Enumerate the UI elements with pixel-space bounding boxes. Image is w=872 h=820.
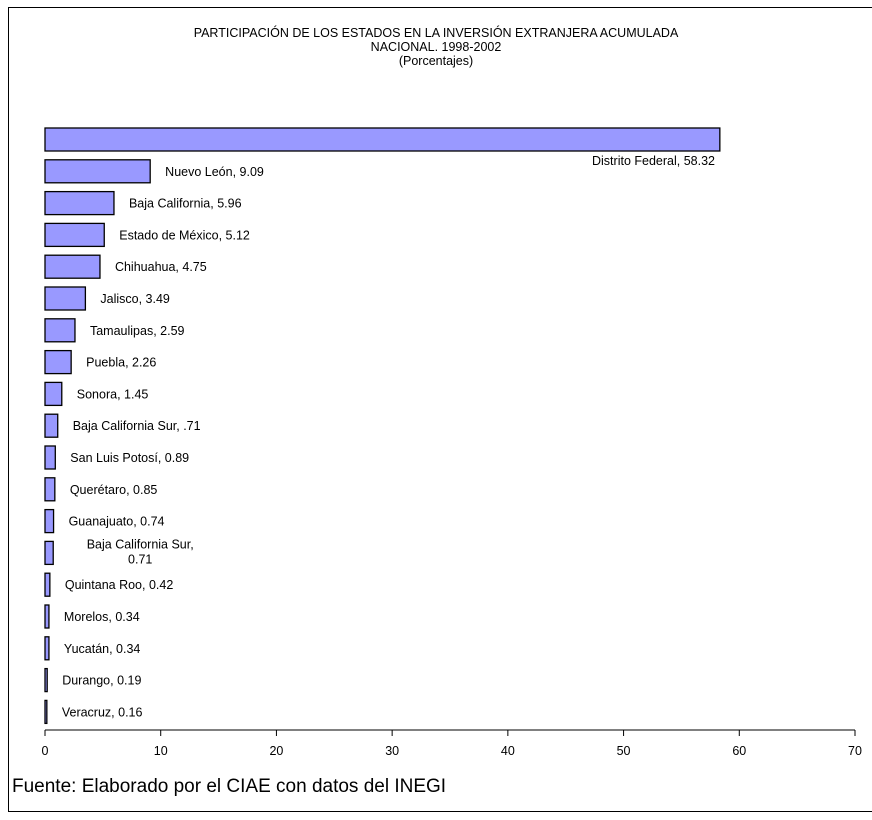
bar bbox=[44, 222, 105, 248]
bar-data-label: Puebla, 2.26 bbox=[86, 356, 156, 370]
chart-title: PARTICIPACIÓN DE LOS ESTADOS EN LA INVER… bbox=[0, 26, 872, 68]
bar bbox=[44, 349, 72, 375]
bar-group: Sonora, 1.45 bbox=[44, 381, 149, 407]
chart-title-line-1: PARTICIPACIÓN DE LOS ESTADOS EN LA INVER… bbox=[193, 26, 679, 40]
bar-group: Distrito Federal, 58.32 bbox=[44, 127, 721, 168]
bar bbox=[44, 190, 115, 216]
bar-group: Guanajuato, 0.74 bbox=[44, 508, 165, 534]
bar-data-label: Tamaulipas, 2.59 bbox=[90, 324, 185, 338]
bar-chart: Distrito Federal, 58.32 Nuevo León, 9.09 B… bbox=[42, 127, 862, 758]
x-axis-tick-label: 70 bbox=[848, 744, 862, 758]
bar bbox=[44, 477, 56, 502]
bar-data-label: Sonora, 1.45 bbox=[77, 387, 149, 401]
bar-group: Estado de México, 5.12 bbox=[44, 222, 250, 248]
bar-data-label: Jalisco, 3.49 bbox=[100, 292, 170, 306]
chart-title-line-3: (Porcentajes) bbox=[398, 54, 474, 68]
bar-data-label: Chihuahua, 4.75 bbox=[115, 260, 207, 274]
bar-group: Baja California Sur, .71 bbox=[44, 413, 201, 438]
chart-title-line-2: NACIONAL. 1998-2002 bbox=[370, 40, 502, 54]
bar-group: Yucatán, 0.34 bbox=[44, 636, 141, 661]
bar-data-label: Estado de México, 5.12 bbox=[119, 228, 250, 242]
source-note: Fuente: Elaborado por el CIAE con datos … bbox=[12, 776, 447, 797]
chart-frame bbox=[8, 7, 872, 812]
bar-group: Veracruz, 0.16 bbox=[44, 699, 143, 725]
bar bbox=[44, 445, 56, 470]
bar-group: Morelos, 0.34 bbox=[44, 604, 140, 629]
x-axis-tick-label: 50 bbox=[617, 744, 631, 758]
bar bbox=[44, 254, 101, 279]
bar bbox=[44, 508, 55, 534]
bar bbox=[44, 636, 50, 661]
x-axis-tick-label: 10 bbox=[154, 744, 168, 758]
bar-group: Nuevo León, 9.09 bbox=[44, 159, 264, 184]
x-axis-tick-label: 30 bbox=[385, 744, 399, 758]
bar-group: Querétaro, 0.85 bbox=[44, 477, 158, 502]
bar-data-label: Baja California Sur, .71 bbox=[73, 419, 201, 433]
bar-data-label: Distrito Federal, 58.32 bbox=[592, 154, 715, 168]
bar-data-label-line: 0.71 bbox=[128, 552, 152, 566]
bar-data-label: Yucatán, 0.34 bbox=[64, 642, 141, 656]
x-axis-tick-label: 60 bbox=[732, 744, 746, 758]
x-axis-tick-label: 40 bbox=[501, 744, 515, 758]
bar-group: Jalisco, 3.49 bbox=[44, 286, 170, 311]
bar-data-label-line: Baja California Sur, bbox=[87, 537, 194, 551]
bar bbox=[44, 381, 63, 407]
bar-data-label: Guanajuato, 0.74 bbox=[69, 515, 165, 529]
bar-data-label: Nuevo León, 9.09 bbox=[165, 165, 264, 179]
bar-group: San Luis Potosí, 0.89 bbox=[44, 445, 189, 470]
x-axis-tick-label: 0 bbox=[42, 744, 49, 758]
bar bbox=[44, 286, 87, 311]
bar-data-label: Durango, 0.19 bbox=[62, 674, 141, 688]
bar-group: Tamaulipas, 2.59 bbox=[44, 318, 185, 343]
bar-data-label: Querétaro, 0.85 bbox=[70, 483, 158, 497]
x-axis-tick-label: 20 bbox=[269, 744, 283, 758]
bar-data-label: Veracruz, 0.16 bbox=[62, 705, 143, 719]
bar-group: Baja California Sur, 0.71 bbox=[44, 537, 194, 566]
bar-group: Puebla, 2.26 bbox=[44, 349, 156, 375]
bar bbox=[44, 413, 59, 438]
bar-group: Quintana Roo, 0.42 bbox=[44, 572, 173, 597]
bar-data-label: Baja California Sur, 0.71 bbox=[87, 537, 194, 566]
bar bbox=[44, 699, 48, 725]
bar-data-label: San Luis Potosí, 0.89 bbox=[70, 451, 189, 465]
bar-group: Baja California, 5.96 bbox=[44, 190, 242, 216]
bar-data-label: Morelos, 0.34 bbox=[64, 610, 140, 624]
bar bbox=[44, 667, 48, 693]
bar-group: Durango, 0.19 bbox=[44, 667, 141, 693]
bar bbox=[44, 572, 51, 597]
bar bbox=[44, 604, 50, 629]
bar bbox=[44, 318, 76, 343]
bar-group: Chihuahua, 4.75 bbox=[44, 254, 207, 279]
bar-data-label: Quintana Roo, 0.42 bbox=[65, 578, 173, 592]
bar-data-label: Baja California, 5.96 bbox=[129, 197, 242, 211]
bar bbox=[44, 159, 151, 184]
bar bbox=[44, 540, 54, 566]
bar bbox=[44, 127, 721, 152]
